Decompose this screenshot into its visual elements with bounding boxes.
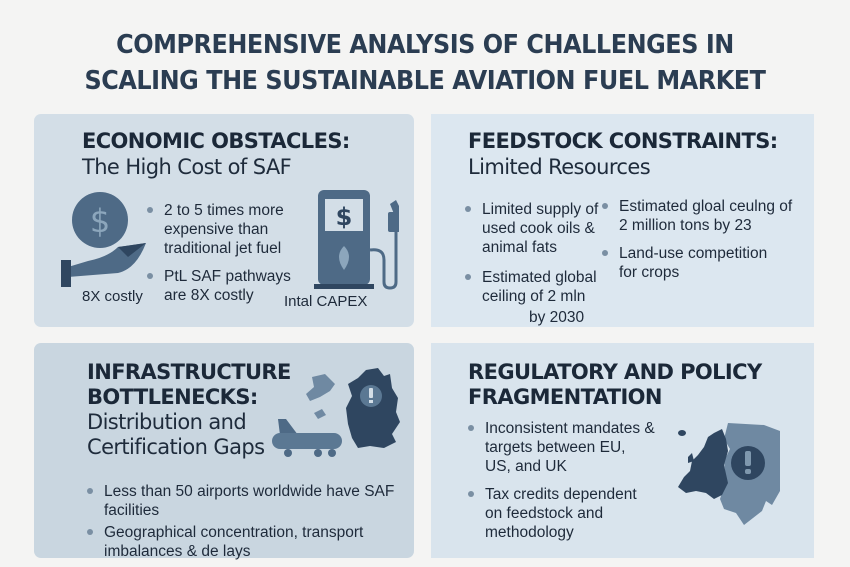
page-title: COMPREHENSIVE ANALYSIS OF CHALLENGES IN … bbox=[34, 27, 816, 99]
regulatory-heading-line-2: FRAGMENTATION bbox=[468, 385, 663, 409]
airplane-icon bbox=[272, 374, 342, 457]
economic-subheading: The High Cost of SAF bbox=[82, 155, 292, 179]
infrastructure-heading-line-1: INFRASTRUCTURE bbox=[87, 360, 291, 384]
economic-right-caption: Intal CAPEX bbox=[284, 293, 368, 310]
economic-bullet-2: PtL SAF pathways are 8X costly bbox=[147, 267, 304, 305]
economic-obstacles-panel: ECONOMIC OBSTACLES: The High Cost of SAF… bbox=[34, 114, 414, 327]
regulatory-policy-panel: REGULATORY AND POLICY FRAGMENTATION Inco… bbox=[431, 343, 814, 558]
map-alert-icon bbox=[346, 368, 400, 448]
feedstock-heading: FEEDSTOCK CONSTRAINTS: bbox=[468, 129, 778, 153]
economic-left-caption: 8X costly bbox=[82, 288, 143, 305]
feedstock-bullet-3: Estimated gloal ceulng of 2 million tons… bbox=[602, 197, 804, 235]
infrastructure-subheading-line-2: Certification Gaps bbox=[87, 435, 265, 459]
feedstock-bullet-2: Estimated global ceiling of 2 mln bbox=[465, 268, 607, 306]
infrastructure-bullet-1: Less than 50 airports worldwide have SAF… bbox=[87, 482, 404, 520]
economic-bullet-1: 2 to 5 times more expensive than traditi… bbox=[147, 201, 304, 258]
page-title-line-2: SCALING THE SUSTAINABLE AVIATION FUEL MA… bbox=[84, 66, 766, 96]
infrastructure-subheading-line-1: Distribution and bbox=[87, 410, 247, 434]
economic-heading: ECONOMIC OBSTACLES: bbox=[82, 129, 350, 153]
fuel-pump-dollar-icon: $ bbox=[314, 190, 399, 290]
svg-text:$: $ bbox=[90, 202, 110, 240]
svg-text:$: $ bbox=[336, 203, 353, 231]
infrastructure-bullet-2: Geographical concentration, transport im… bbox=[87, 523, 404, 561]
infrastructure-bottlenecks-panel: INFRASTRUCTURE BOTTLENECKS: Distribution… bbox=[34, 343, 414, 561]
page-title-line-1: COMPREHENSIVE ANALYSIS OF CHALLENGES IN bbox=[116, 30, 734, 60]
regulatory-heading-line-1: REGULATORY AND POLICY bbox=[468, 360, 762, 384]
regulatory-bullet-1: Inconsistent mandates & targets between … bbox=[468, 419, 655, 476]
europe-map-alert-icon bbox=[678, 423, 780, 525]
feedstock-constraints-panel: FEEDSTOCK CONSTRAINTS: Limited Resources… bbox=[431, 114, 814, 327]
feedstock-bullet-4: Land-use competition for crops bbox=[602, 244, 789, 282]
feedstock-bullet-2-continuation: by 2030 bbox=[529, 309, 585, 326]
feedstock-subheading: Limited Resources bbox=[468, 155, 651, 179]
regulatory-bullet-2: Tax credits dependent on feedstock and m… bbox=[468, 485, 655, 542]
feedstock-bullet-1: Limited supply of used cook oils & anima… bbox=[465, 200, 607, 257]
hand-coin-dollar-icon: $ bbox=[61, 192, 146, 287]
infrastructure-heading-line-2: BOTTLENECKS: bbox=[87, 385, 258, 409]
